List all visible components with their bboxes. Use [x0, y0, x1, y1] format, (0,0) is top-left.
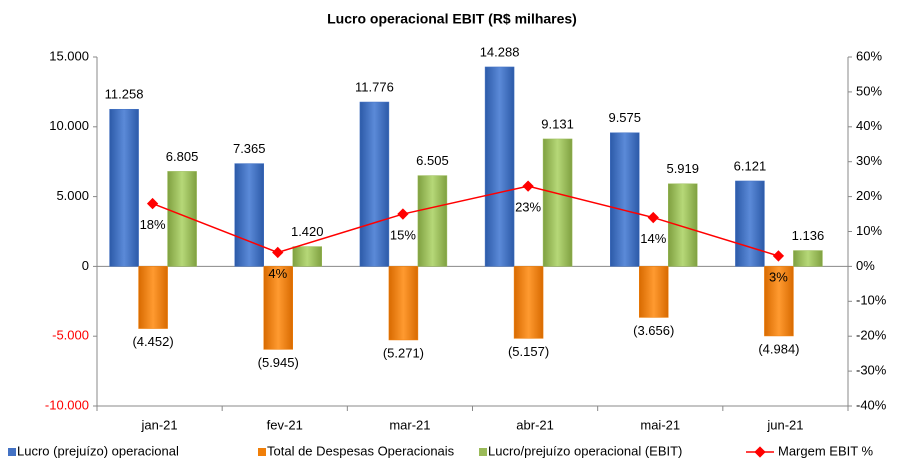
x-tick-label: jan-21 — [141, 417, 178, 432]
bar — [639, 266, 669, 318]
data-label: 11.776 — [355, 79, 394, 94]
data-label: 9.131 — [541, 116, 574, 131]
y2-tick-label: 0% — [856, 258, 875, 273]
marker — [647, 211, 659, 224]
data-label: 4% — [268, 266, 287, 281]
y2-tick-label: -40% — [856, 397, 887, 412]
data-label: (4.984) — [758, 341, 799, 356]
data-label: (5.157) — [508, 344, 549, 359]
legend-swatch — [258, 448, 266, 456]
y2-tick-label: -10% — [856, 293, 887, 308]
marker — [522, 180, 534, 192]
data-label: (3.656) — [633, 323, 674, 338]
data-label: 7.365 — [233, 141, 266, 156]
legend-label: Margem EBIT % — [778, 443, 874, 458]
data-label: 1.420 — [291, 224, 324, 239]
data-label: (5.945) — [258, 355, 299, 370]
y2-tick-label: -30% — [856, 363, 887, 378]
data-label: 18% — [140, 217, 166, 232]
legend-label: Lucro/prejuízo operacional (EBIT) — [488, 443, 682, 458]
y-tick-label: 0 — [82, 258, 89, 273]
chart-title: Lucro operacional EBIT (R$ milhares) — [327, 11, 577, 27]
x-tick-label: mai-21 — [640, 417, 680, 432]
bar — [542, 138, 573, 267]
data-label: 1.136 — [792, 228, 825, 243]
y2-tick-label: 40% — [856, 118, 882, 133]
line — [152, 185, 779, 257]
x-tick-label: fev-21 — [267, 417, 303, 432]
legend-label: Total de Despesas Operacionais — [267, 443, 455, 458]
legend-swatch — [479, 448, 487, 456]
marker — [772, 250, 785, 262]
x-tick-label: abr-21 — [516, 417, 554, 432]
legend-swatch — [8, 448, 16, 456]
y2-tick-label: 20% — [856, 188, 882, 203]
y2-tick-label: -20% — [856, 328, 887, 343]
data-label: 6.505 — [416, 153, 449, 168]
x-tick-label: jun-21 — [766, 417, 803, 432]
marker — [397, 208, 409, 220]
y2-tick-label: 30% — [856, 153, 882, 168]
bar — [484, 66, 515, 267]
data-label: 6.805 — [166, 149, 199, 164]
legend-marker — [754, 446, 766, 458]
y2-tick-label: 60% — [856, 48, 882, 63]
bar — [610, 132, 640, 267]
bar — [388, 266, 419, 341]
bar — [263, 266, 293, 350]
y-tick-label: -10.000 — [45, 397, 89, 412]
data-label: 6.121 — [734, 158, 767, 173]
bar — [417, 175, 448, 267]
y-tick-label: 5.000 — [56, 188, 89, 203]
data-label: 9.575 — [608, 110, 641, 125]
data-label: 15% — [390, 227, 416, 242]
y-tick-label: 10.000 — [49, 118, 89, 133]
y2-tick-label: 10% — [856, 223, 882, 238]
data-label: 11.258 — [105, 87, 144, 102]
bar — [234, 163, 264, 267]
bar — [668, 183, 698, 267]
y-tick-label: -5.000 — [52, 328, 89, 343]
bar — [513, 266, 544, 339]
y2-tick-label: 50% — [856, 83, 882, 98]
bar — [735, 180, 765, 267]
bar — [793, 250, 823, 267]
data-label: (5.271) — [383, 345, 424, 360]
marker — [146, 197, 159, 210]
marker — [272, 246, 284, 259]
legend-label: Lucro (prejuízo) operacional — [17, 443, 179, 458]
bar — [359, 101, 390, 267]
bar — [292, 246, 322, 267]
x-tick-label: mar-21 — [389, 417, 430, 432]
bar — [109, 108, 139, 267]
data-label: 5.919 — [666, 161, 699, 176]
data-label: 14.288 — [480, 44, 520, 59]
data-label: 14% — [640, 231, 666, 246]
data-label: 3% — [769, 269, 788, 284]
data-label: (4.452) — [132, 334, 173, 349]
bar — [764, 266, 794, 337]
data-label: 23% — [515, 200, 541, 215]
bar — [138, 266, 168, 329]
y-tick-label: 15.000 — [49, 48, 89, 63]
